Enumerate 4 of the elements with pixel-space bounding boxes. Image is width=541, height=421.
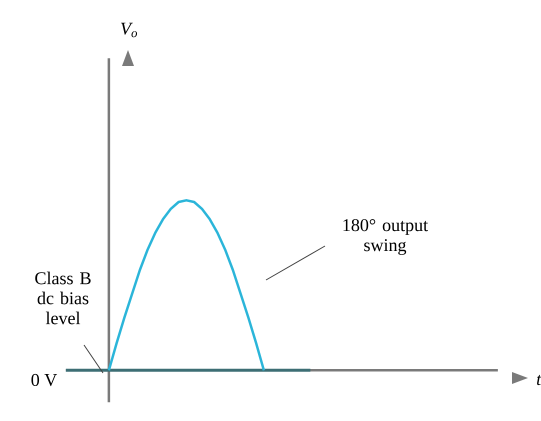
- ref-line-label: Class B dc bias level: [35, 272, 91, 324]
- text: V$_{o}$: [121, 22, 138, 38]
- text: 0 V: [31, 374, 58, 386]
- text: 180° output swing: [343, 219, 428, 255]
